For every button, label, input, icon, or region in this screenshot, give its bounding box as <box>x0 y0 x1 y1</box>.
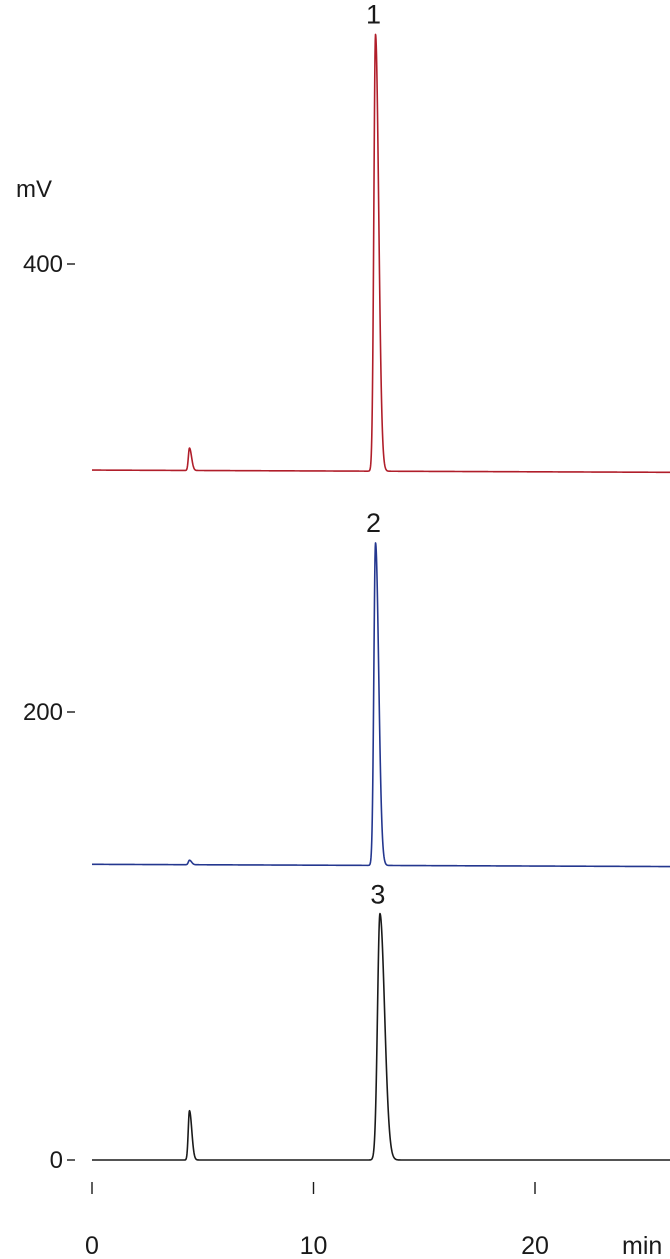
x-tick-label: 10 <box>300 1232 328 1259</box>
x-tick-label: 0 <box>85 1232 99 1259</box>
trace-1 <box>91 33 670 474</box>
x-axis-unit-label: min <box>622 1232 662 1259</box>
x-tick-label: 20 <box>521 1232 549 1259</box>
y-tick-label: 400 <box>23 251 63 278</box>
y-tick-label: 0 <box>50 1147 63 1174</box>
y-tick-label: 200 <box>23 699 63 726</box>
y-axis: 0 200 400 <box>23 251 75 1174</box>
trace-3 <box>91 912 670 1161</box>
trace-2 <box>91 542 670 868</box>
chromatogram-traces: 1 2 3 <box>91 0 670 1161</box>
peak-label-1: 1 <box>366 0 381 29</box>
peak-label-3: 3 <box>370 880 385 910</box>
x-axis: 0 10 20 <box>85 1182 549 1259</box>
y-axis-label: mV <box>16 176 52 203</box>
peak-label-2: 2 <box>366 508 381 538</box>
